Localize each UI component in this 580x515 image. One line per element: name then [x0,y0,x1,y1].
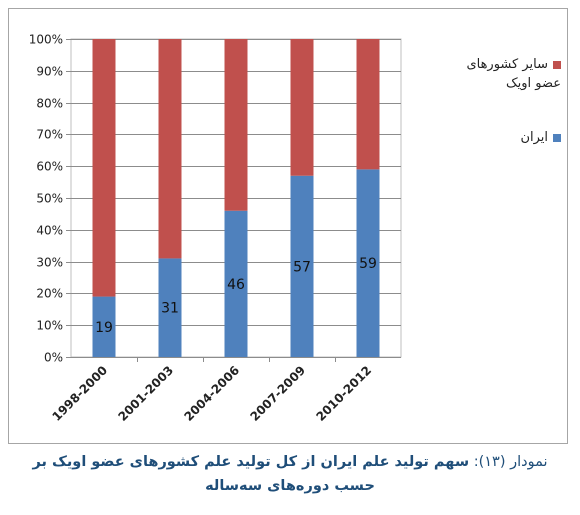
bar-iran [356,169,380,357]
category-label: 2001-2003 [115,363,176,424]
bar-others [158,39,182,259]
stacked-bar-chart: 0% 10% 20% 30% 40% 50% 60% 70% 80% 90% 100% 19 1998-… [29,33,402,424]
data-label: 59 [359,256,377,272]
bar-others [356,39,380,170]
legend-item-others: سایر کشورهای عضو اویک [441,55,561,93]
y-tick-label: 10% [36,319,63,333]
legend-swatch-iran [553,133,561,142]
bar-others [92,39,116,297]
category-label: 2010-2012 [313,363,374,424]
legend-label-iran: ایران [520,130,548,145]
caption-line2: حسب دوره‌های سه‌ساله [205,478,375,494]
legend-label-others-line2: عضو اویک [505,76,561,91]
y-tick-label: 20% [36,287,63,301]
y-tick-label: 50% [36,192,63,206]
category-label: 2004-2006 [181,363,242,424]
caption-lead: نمودار (۱۳): [473,454,548,470]
y-tick-label: 90% [36,65,63,79]
bar-iran [92,296,116,357]
data-label: 31 [161,301,179,317]
y-tick-label: 100% [29,33,63,47]
legend-item-iran: ایران [441,130,561,145]
bar-iran [224,210,248,357]
figure-caption: نمودار (۱۳): سهم تولید علم ایران از کل ت… [10,450,570,498]
y-tick-label: 70% [36,128,63,142]
bar-others [290,39,314,176]
y-tick-label: 40% [36,224,63,238]
y-tick-label: 80% [36,97,63,111]
y-tick-label: 60% [36,160,63,174]
category-label: 1998-2000 [49,363,110,424]
data-label: 46 [227,277,245,293]
legend-swatch-others [553,60,561,69]
y-tick-label: 30% [36,256,63,270]
bar-others [224,39,248,211]
data-label: 19 [95,320,113,336]
bar-iran [158,258,182,357]
bar-iran [290,175,314,357]
data-label: 57 [293,259,311,275]
legend-label-others-line1: سایر کشورهای [466,57,548,72]
y-tick-label: 0% [44,351,63,365]
category-label: 2007-2009 [247,363,308,424]
chart-frame: 0% 10% 20% 30% 40% 50% 60% 70% 80% 90% 100% 19 1998-… [8,8,568,444]
caption-line1: سهم تولید علم ایران از کل تولید علم کشور… [32,454,470,470]
